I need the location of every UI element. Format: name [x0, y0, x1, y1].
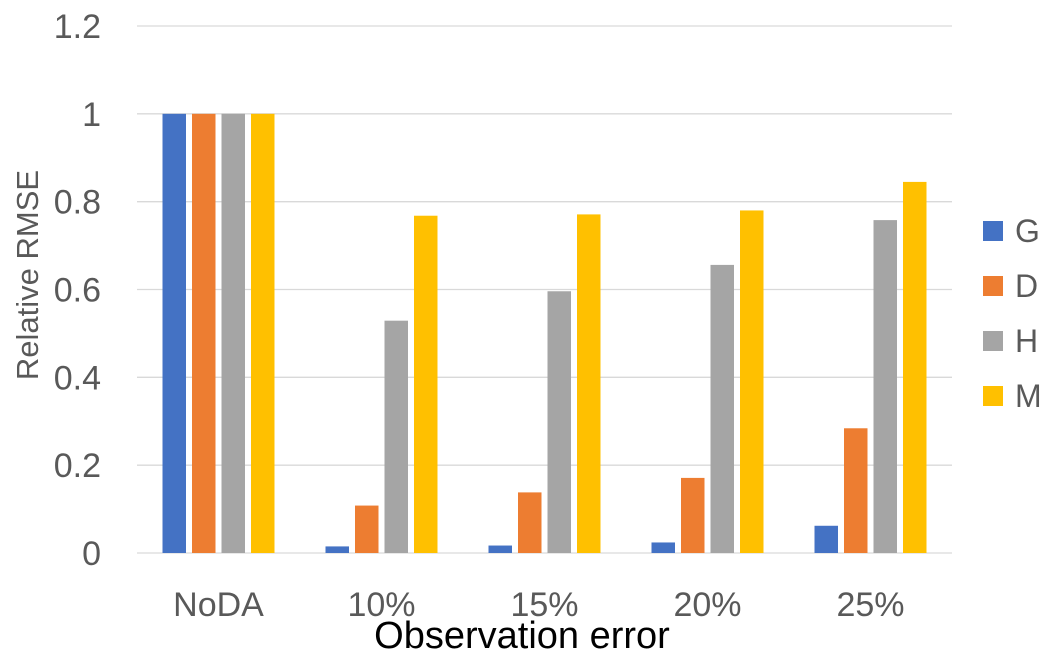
- bar-G-25%: [814, 525, 838, 553]
- bar-H-10%: [384, 320, 408, 553]
- y-tick-label: 0.2: [54, 447, 101, 485]
- bars: [162, 113, 927, 553]
- bar-M-25%: [903, 181, 927, 553]
- y-tick-label: 1.2: [54, 8, 101, 46]
- x-tick-label: 20%: [673, 586, 741, 624]
- bar-H-NoDA: [221, 113, 245, 553]
- bar-D-20%: [681, 477, 705, 553]
- legend-label-H: H: [1015, 323, 1038, 359]
- x-tick-label: 10%: [347, 586, 415, 624]
- x-axis-tick-labels: NoDA 10% 15% 20% 25%: [173, 586, 904, 624]
- y-axis-tick-labels: 0 0.2 0.4 0.6 0.8 1 1.2: [54, 8, 101, 573]
- y-axis-label: Relative RMSE: [10, 170, 45, 380]
- bar-D-15%: [518, 492, 542, 553]
- bar-G-10%: [325, 546, 349, 553]
- x-axis-label: Observation error: [374, 615, 670, 657]
- y-tick-label: 0.4: [54, 359, 101, 397]
- bar-H-15%: [547, 291, 571, 553]
- legend-swatch-H: [983, 331, 1003, 351]
- legend-swatch-G: [983, 221, 1003, 241]
- bar-M-20%: [740, 210, 764, 553]
- bar-M-NoDA: [251, 113, 275, 553]
- y-tick-label: 0.6: [54, 272, 101, 310]
- bar-D-NoDA: [192, 113, 216, 553]
- legend-swatch-M: [983, 386, 1003, 406]
- legend-swatch-D: [983, 276, 1003, 296]
- bar-M-15%: [577, 214, 601, 553]
- y-tick-label: 0.8: [54, 184, 101, 222]
- bar-G-20%: [651, 542, 675, 553]
- x-tick-label: 25%: [836, 586, 904, 624]
- legend-label-G: G: [1015, 213, 1040, 249]
- x-tick-label: 15%: [510, 586, 578, 624]
- bar-M-10%: [414, 215, 438, 553]
- bar-G-NoDA: [162, 113, 186, 553]
- x-tick-label: NoDA: [173, 586, 264, 624]
- bar-D-10%: [355, 505, 379, 553]
- legend-label-D: D: [1015, 268, 1038, 304]
- bar-G-15%: [488, 545, 512, 553]
- bar-H-25%: [873, 220, 897, 553]
- legend-label-M: M: [1015, 378, 1042, 414]
- y-tick-label: 0: [82, 535, 101, 573]
- bar-H-20%: [710, 264, 734, 553]
- bar-D-25%: [844, 428, 868, 553]
- y-tick-label: 1: [82, 96, 101, 134]
